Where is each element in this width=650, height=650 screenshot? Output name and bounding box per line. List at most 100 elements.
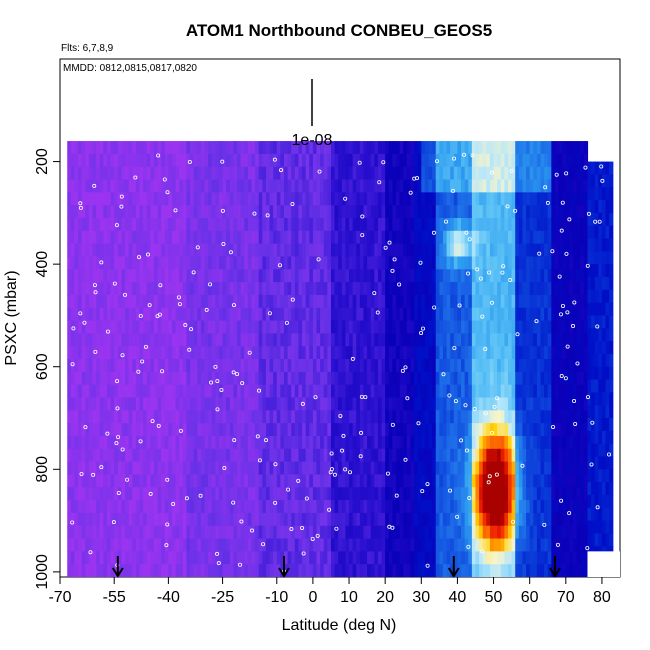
heatmap-cell — [265, 269, 271, 283]
heatmap-cell — [197, 205, 202, 219]
heatmap-cell — [81, 307, 86, 322]
heatmap-cell — [554, 346, 560, 360]
heatmap-cell — [330, 230, 336, 245]
heatmap-cell — [70, 512, 76, 527]
heatmap-cell — [591, 174, 596, 188]
heatmap-cell — [103, 256, 108, 270]
heatmap-cell — [161, 538, 166, 552]
heatmap-cell — [190, 166, 195, 181]
heatmap-cell — [417, 346, 422, 360]
heatmap-cell — [117, 525, 123, 540]
heatmap-cell — [128, 333, 133, 347]
heatmap-cell — [341, 551, 347, 565]
heatmap-cell — [446, 307, 451, 322]
heatmap-cell — [471, 333, 477, 347]
heatmap-cell — [302, 256, 307, 270]
heatmap-cell — [518, 141, 524, 155]
heatmap-cell — [284, 230, 289, 245]
heatmap-cell — [132, 371, 137, 386]
heatmap-cell — [363, 474, 368, 488]
heatmap-cell — [450, 359, 455, 373]
heatmap-cell — [522, 153, 527, 168]
heatmap-cell — [103, 487, 108, 501]
heatmap-cell — [316, 230, 321, 245]
heatmap-cell — [244, 500, 249, 514]
heatmap-cell — [493, 205, 498, 219]
heatmap-cell — [110, 564, 115, 577]
heatmap-cell — [265, 307, 271, 322]
heatmap-cell — [471, 384, 477, 399]
heatmap-cell — [479, 166, 484, 181]
heatmap-cell — [403, 538, 408, 552]
heatmap-cell — [486, 397, 491, 411]
heatmap-cell — [67, 359, 72, 373]
heatmap-cell — [276, 500, 281, 514]
heatmap-cell — [323, 551, 328, 565]
heatmap-cell — [489, 538, 495, 552]
heatmap-cell — [334, 487, 339, 501]
heatmap-cell — [81, 230, 86, 245]
heatmap-cell — [161, 282, 166, 296]
heatmap-cell — [356, 448, 361, 463]
heatmap-cell — [276, 538, 281, 552]
heatmap-cell — [356, 397, 361, 411]
heatmap-cell — [222, 384, 227, 399]
heatmap-cell — [341, 371, 347, 386]
heatmap-cell — [442, 371, 448, 386]
heatmap-cell — [204, 371, 209, 386]
heatmap-cell — [280, 538, 285, 552]
heatmap-cell — [345, 256, 350, 270]
heatmap-cell — [569, 205, 574, 219]
heatmap-cell — [385, 512, 390, 527]
heatmap-cell — [312, 359, 318, 373]
heatmap-cell — [229, 269, 235, 283]
heatmap-cell — [482, 384, 487, 399]
heatmap-cell — [150, 217, 155, 232]
heatmap-cell — [103, 346, 108, 360]
heatmap-cell — [215, 461, 220, 476]
heatmap-cell — [103, 282, 108, 296]
heatmap-cell — [334, 397, 339, 411]
heatmap-cell — [193, 359, 198, 373]
heatmap-cell — [117, 371, 123, 386]
heatmap-cell — [385, 243, 390, 258]
heatmap-cell — [172, 423, 177, 437]
heatmap-cell — [432, 141, 437, 155]
heatmap-cell — [302, 564, 307, 577]
heatmap-cell — [486, 423, 491, 437]
heatmap-cell — [497, 307, 502, 322]
heatmap-cell — [500, 512, 505, 527]
heatmap-cell — [396, 384, 401, 399]
heatmap-cell — [262, 192, 267, 206]
heatmap-cell — [309, 371, 314, 386]
heatmap-cell — [284, 282, 289, 296]
heatmap-cell — [396, 397, 401, 411]
heatmap-cell — [334, 307, 339, 322]
heatmap-cell — [125, 359, 130, 373]
heatmap-cell — [475, 500, 480, 514]
heatmap-cell — [428, 166, 433, 181]
heatmap-cell — [244, 487, 249, 501]
heatmap-cell — [594, 187, 599, 201]
heatmap-cell — [385, 410, 390, 424]
heatmap-cell — [486, 371, 491, 386]
heatmap-cell — [396, 141, 401, 155]
heatmap-cell — [309, 333, 314, 347]
heatmap-cell — [475, 256, 480, 270]
heatmap-cell — [403, 282, 408, 296]
heatmap-cell — [464, 320, 469, 334]
heatmap-cell — [229, 294, 235, 309]
heatmap-cell — [562, 243, 567, 258]
heatmap-cell — [240, 141, 245, 155]
heatmap-cell — [125, 371, 130, 386]
heatmap-cell — [432, 435, 437, 450]
heatmap-cell — [392, 243, 397, 258]
heatmap-cell — [406, 564, 412, 577]
heatmap-cell — [453, 384, 459, 399]
heatmap-cell — [78, 243, 83, 258]
heatmap-cell — [255, 307, 260, 322]
heatmap-cell — [226, 551, 231, 565]
heatmap-cell — [432, 371, 437, 386]
heatmap-cell — [305, 410, 310, 424]
heatmap-cell — [237, 346, 242, 360]
